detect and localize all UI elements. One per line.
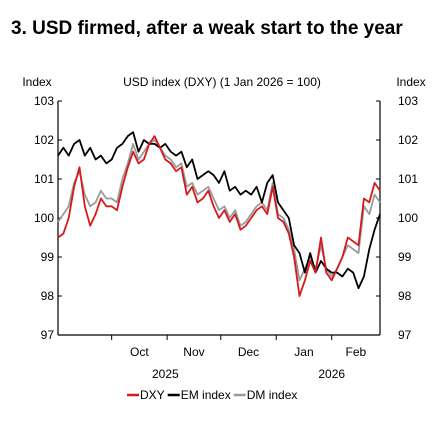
y-tick-label-right-102: 102 (398, 133, 418, 147)
chart-subtitle: USD index (DXY) (1 Jan 2026 = 100) (123, 75, 321, 89)
x-tick-label-jan: Jan (294, 345, 313, 359)
x-tick-label-oct: Oct (130, 345, 149, 359)
y-tick-label-right-100: 100 (398, 211, 418, 225)
y-tick-label-right-98: 98 (398, 289, 412, 303)
y-axis-label-right: Index (396, 75, 425, 89)
x-tick-label-dec: Dec (238, 345, 259, 359)
x-year-label-2026: 2026 (318, 367, 345, 381)
y-axis-label-left: Index (22, 75, 51, 89)
y-tick-label-left-98: 98 (41, 289, 55, 303)
x-year-label-2025: 2025 (152, 367, 179, 381)
y-tick-label-right-99: 99 (398, 250, 412, 264)
legend-label-dxy: DXY (140, 388, 165, 402)
series-line-dxy (57, 135, 381, 297)
x-tick-label-nov: Nov (183, 345, 204, 359)
y-tick-label-right-103: 103 (398, 94, 418, 108)
y-tick-label-left-97: 97 (41, 328, 55, 342)
y-tick-label-right-101: 101 (398, 172, 418, 186)
series-line-dm-index (57, 139, 381, 282)
y-tick-label-left-99: 99 (41, 250, 55, 264)
y-tick-label-left-103: 103 (34, 94, 54, 108)
chart-title: 3. USD firmed, after a weak start to the… (11, 18, 403, 39)
y-tick-label-left-100: 100 (34, 211, 54, 225)
y-tick-label-left-102: 102 (34, 133, 54, 147)
y-tick-label-right-97: 97 (398, 328, 412, 342)
legend-label-dm-index: DM index (247, 388, 298, 402)
y-tick-label-left-101: 101 (34, 172, 54, 186)
legend-label-em-index: EM index (181, 388, 231, 402)
x-tick-label-feb: Feb (346, 345, 367, 359)
